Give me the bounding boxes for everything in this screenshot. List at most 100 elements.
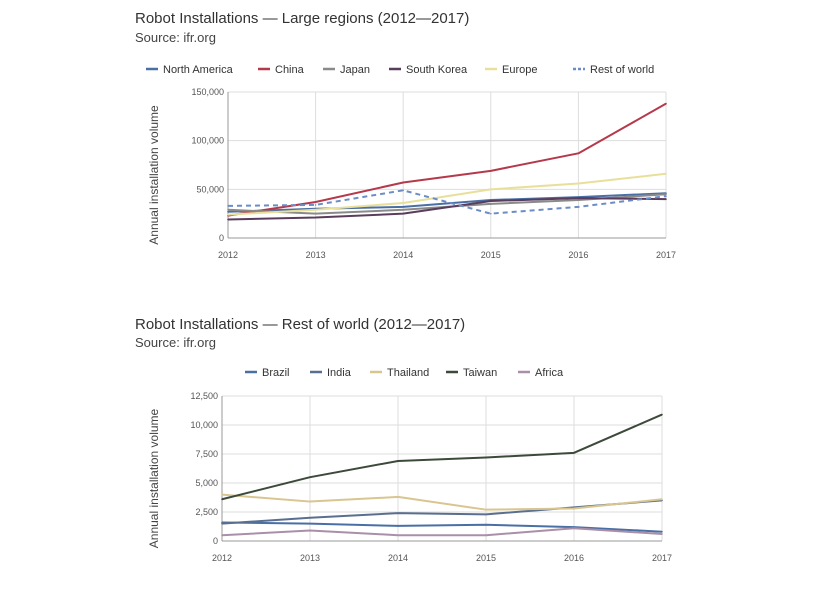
data-point (309, 517, 311, 519)
legend-label: Brazil (262, 367, 290, 379)
data-point (490, 212, 492, 215)
data-point (661, 413, 663, 416)
x-tick-label: 2014 (388, 553, 408, 563)
data-point (314, 216, 317, 219)
data-point (577, 199, 580, 201)
data-point (309, 500, 311, 503)
series-line-thailand (221, 493, 663, 511)
data-point (577, 206, 580, 208)
y-tick-label: 5,000 (195, 478, 218, 488)
chart-source: Source: ifr.org (135, 30, 216, 45)
data-point (661, 498, 663, 501)
chart-title: Robot Installations — Rest of world (201… (135, 316, 466, 333)
data-point (490, 203, 492, 205)
legend-label: Taiwan (463, 367, 497, 379)
y-tick-label: 0 (219, 233, 224, 243)
data-point (577, 197, 580, 199)
y-tick-label: 0 (213, 536, 218, 546)
data-point (402, 208, 405, 211)
data-point (314, 208, 317, 211)
legend-label: Thailand (387, 367, 429, 379)
data-point (490, 188, 492, 191)
data-point (227, 208, 229, 211)
x-tick-label: 2014 (393, 250, 413, 260)
data-point (221, 522, 223, 525)
data-point (221, 493, 223, 496)
y-tick-label: 7,500 (195, 449, 218, 459)
data-point (227, 210, 229, 213)
data-point (490, 200, 492, 202)
data-point (402, 202, 405, 204)
data-point (402, 212, 405, 215)
chart-title: Robot Installations — Large regions (201… (135, 10, 470, 27)
data-point (221, 498, 223, 501)
data-point (577, 152, 580, 155)
data-point (665, 198, 667, 200)
data-point (485, 523, 487, 526)
data-point (665, 193, 667, 195)
data-point (577, 182, 580, 185)
y-tick-label: 50,000 (196, 184, 224, 194)
data-point (314, 212, 317, 215)
data-point (573, 452, 575, 454)
series-line-south-korea (227, 197, 667, 221)
data-point (309, 476, 311, 479)
x-tick-label: 2012 (212, 553, 232, 563)
y-tick-label: 2,500 (195, 507, 218, 517)
data-point (309, 529, 311, 532)
legend-label: Europe (502, 64, 537, 76)
x-tick-label: 2016 (564, 553, 584, 563)
data-point (573, 527, 575, 530)
data-point (397, 534, 399, 536)
data-point (661, 530, 663, 533)
data-point (227, 205, 229, 207)
series-line-africa (221, 527, 663, 537)
series-line-europe (227, 172, 667, 216)
data-point (402, 181, 405, 184)
data-point (485, 534, 487, 536)
data-point (485, 513, 487, 516)
data-point (397, 496, 399, 498)
data-point (661, 533, 663, 535)
legend-label: China (275, 64, 305, 76)
series-line-brazil (221, 521, 663, 533)
series-line-taiwan (221, 413, 663, 501)
chart-source: Source: ifr.org (135, 335, 216, 350)
data-point (402, 206, 405, 208)
data-point (490, 170, 492, 172)
data-point (314, 204, 317, 206)
data-point (573, 507, 575, 510)
data-point (485, 456, 487, 459)
data-point (309, 522, 311, 525)
series-line-rest-of-world (227, 189, 667, 215)
data-point (665, 102, 667, 105)
x-tick-label: 2017 (652, 553, 672, 563)
y-tick-label: 150,000 (191, 87, 224, 97)
legend-label: North America (163, 64, 234, 76)
x-tick-label: 2017 (656, 250, 676, 260)
data-point (314, 201, 317, 203)
data-point (397, 512, 399, 514)
y-axis-label: Annual installation volume (147, 408, 161, 548)
data-point (227, 213, 229, 216)
y-tick-label: 10,000 (190, 420, 218, 430)
y-tick-label: 12,500 (190, 391, 218, 401)
x-tick-label: 2015 (481, 250, 501, 260)
x-tick-label: 2016 (568, 250, 588, 260)
data-point (227, 218, 229, 221)
legend-label: India (327, 367, 352, 379)
x-tick-label: 2015 (476, 553, 496, 563)
data-point (402, 189, 405, 192)
y-tick-label: 100,000 (191, 136, 224, 146)
x-tick-label: 2012 (218, 250, 238, 260)
data-point (221, 534, 223, 536)
data-point (397, 460, 399, 462)
x-tick-label: 2013 (300, 553, 320, 563)
data-point (665, 172, 667, 175)
data-point (397, 525, 399, 527)
y-axis-label: Annual installation volume (147, 105, 161, 245)
legend-label: Africa (535, 367, 564, 379)
series-line-north-america (227, 192, 667, 213)
x-tick-label: 2013 (306, 250, 326, 260)
